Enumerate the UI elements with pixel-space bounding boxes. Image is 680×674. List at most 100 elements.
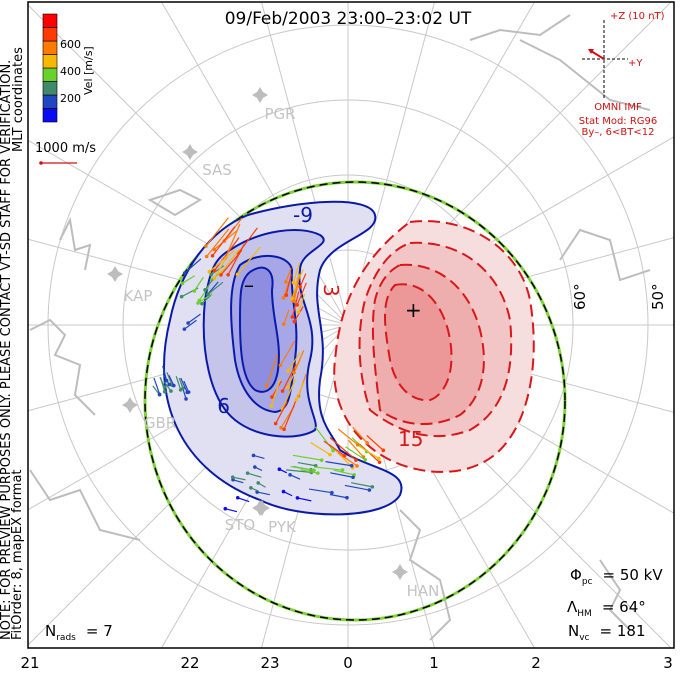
velocity-vector	[291, 273, 301, 300]
velocity-vector	[299, 273, 307, 288]
radar-site-icon	[254, 500, 270, 516]
vector-count: Nvc = 181	[568, 622, 645, 643]
velocity-vector-origin	[203, 288, 207, 292]
velocity-vector	[283, 400, 297, 430]
velocity-vector-origin	[377, 460, 382, 465]
heppner-maynard-boundary	[144, 181, 566, 621]
map-title: 09/Feb/2003 23:00–23:02 UT	[225, 9, 472, 29]
velocity-vector	[257, 491, 270, 496]
velocity-vector-origin	[210, 253, 215, 258]
imf-y-label: +Y	[628, 58, 643, 69]
velocity-vector	[184, 319, 197, 330]
velocity-vector	[352, 426, 368, 444]
velocity-vector	[219, 248, 240, 274]
radar-label-sas: SAS	[202, 161, 232, 179]
contour-label-15: 15	[398, 427, 423, 451]
velocity-vector-origin	[278, 363, 283, 368]
velocity-vector-origin	[291, 280, 296, 285]
velocity-vector-origin	[328, 452, 332, 457]
imf-z-label: +Z (10 nT)	[610, 11, 665, 22]
radar-label-kap: KAP	[124, 287, 153, 305]
imf-arrowhead-icon	[588, 49, 594, 54]
velocity-vector	[166, 372, 173, 386]
velocity-vector	[225, 508, 238, 513]
velocity-vector	[184, 258, 202, 274]
velocity-vector	[201, 294, 212, 305]
coordinates-note: MLT coordinates	[11, 47, 26, 152]
velocity-vector-origin	[207, 269, 212, 274]
radar-label-pgr: PGR	[264, 105, 295, 123]
velocity-vector-origin	[292, 370, 296, 375]
preview-note: NOTE: FOR PREVIEW PURPOSES ONLY. PLEASE …	[0, 60, 14, 640]
colorbar-segment	[42, 81, 58, 96]
velocity-vector	[289, 474, 301, 480]
velocity-vector	[329, 437, 357, 461]
imf-model: Stat Mod: RG96	[579, 116, 658, 127]
velocity-vector	[193, 276, 204, 292]
velocity-vector	[153, 377, 161, 395]
velocity-vector-origin	[286, 385, 290, 390]
velocity-vector	[232, 476, 246, 481]
latitude-label-60: 60°	[571, 283, 589, 310]
radar-site-icon	[252, 87, 268, 103]
velocity-vector-origin	[370, 485, 375, 489]
mlt-label-0: 0	[343, 654, 353, 672]
velocity-vector-origin	[230, 475, 235, 480]
mlt-meridian	[260, 2, 349, 326]
velocity-vector-origin	[235, 495, 240, 500]
velocity-vector-origin	[331, 448, 335, 453]
velocity-vector-origin	[212, 247, 217, 252]
velocity-vector	[292, 262, 301, 283]
velocity-vector	[287, 352, 301, 372]
velocity-vector-origin	[212, 276, 217, 281]
velocity-vector-origin	[284, 293, 289, 298]
velocity-vector	[160, 377, 166, 392]
velocity-vector	[178, 377, 184, 389]
velocity-vector-origin	[169, 389, 173, 393]
velocity-vector-origin	[316, 471, 320, 475]
velocity-vector-origin	[282, 427, 286, 432]
velocity-vector	[281, 379, 296, 410]
potential-minimum-marker: –	[244, 273, 254, 297]
latitude-label-50: 50°	[649, 283, 667, 310]
velocity-vector-origin	[223, 506, 228, 511]
plot-frame	[27, 1, 675, 649]
velocity-vector-origin	[253, 465, 257, 469]
velocity-vector	[182, 275, 195, 284]
velocity-vector-origin	[186, 321, 190, 325]
velocity-vector	[236, 246, 261, 275]
velocity-vector-origin	[319, 458, 324, 462]
velocity-vector-origin	[219, 273, 223, 277]
velocity-vector-origin	[251, 453, 256, 458]
velocity-vector-origin	[273, 421, 278, 426]
velocity-vector	[300, 469, 319, 474]
velocity-vector-origin	[292, 319, 297, 324]
velocity-vector	[270, 378, 281, 407]
colorbar-segment	[42, 108, 58, 123]
velocity-vector	[285, 273, 292, 296]
velocity-vector	[345, 446, 366, 461]
velocity-vector	[296, 282, 307, 306]
velocity-vector	[279, 340, 296, 366]
velocity-vector-origin	[226, 272, 230, 277]
velocity-vector-origin	[355, 464, 359, 468]
radar-label-sto: STO	[225, 516, 256, 534]
velocity-vector	[333, 469, 355, 476]
velocity-vector-origin	[212, 268, 217, 273]
imf-vector	[590, 50, 605, 60]
velocity-vector	[206, 228, 230, 257]
colorbar-segment	[42, 27, 58, 42]
velocity-vector-origin	[294, 397, 299, 402]
velocity-vectors	[152, 217, 386, 513]
velocity-vector	[183, 380, 190, 393]
velocity-vector-origin	[365, 441, 369, 445]
radar-label-pyk: PYK	[268, 518, 297, 536]
velocity-vector-origin	[186, 390, 191, 394]
velocity-vector-origin	[286, 368, 290, 373]
colorbar-segment	[42, 40, 58, 55]
velocity-vector-origin	[182, 327, 187, 331]
velocity-vector	[330, 472, 354, 478]
colorbar-segment	[42, 94, 58, 109]
velocity-vector-origin	[279, 425, 283, 430]
velocity-vector-origin	[292, 299, 296, 303]
